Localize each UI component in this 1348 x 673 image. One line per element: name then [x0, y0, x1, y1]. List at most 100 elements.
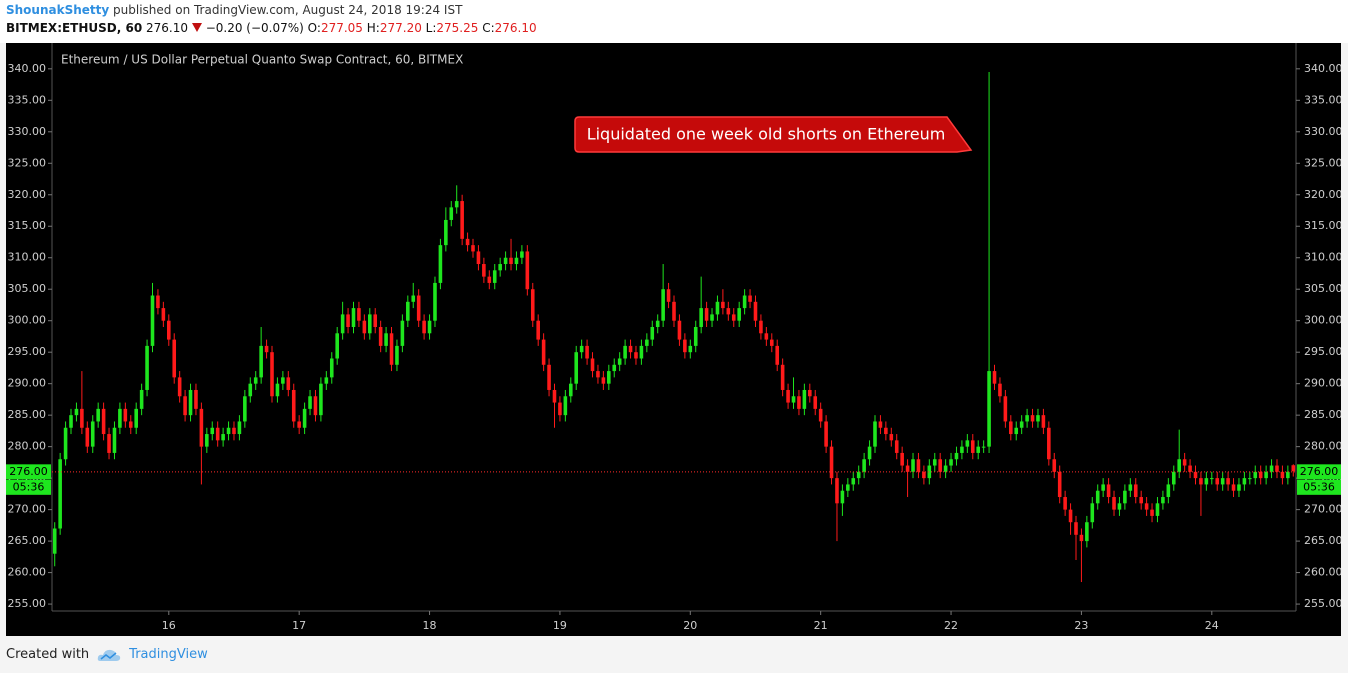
candle-body — [1226, 478, 1230, 485]
y-tick-label: 255.00 — [8, 597, 47, 610]
countdown: 05:36 — [1303, 480, 1335, 493]
candle-body — [444, 219, 448, 246]
symbol: BITMEX:ETHUSD, 60 — [6, 21, 143, 35]
candle-body — [715, 301, 720, 315]
y-tick-label: 295.00 — [8, 345, 47, 358]
candle-body — [319, 383, 323, 416]
candle-body — [351, 308, 356, 327]
y-tick-label: 290.00 — [8, 377, 47, 390]
y-tick-label: 285.00 — [8, 408, 47, 421]
candle-body — [949, 459, 953, 466]
candle-body — [547, 364, 551, 390]
ohlc-c: C:276.10 — [482, 21, 536, 35]
candle-body — [221, 434, 225, 441]
y-tick-label: 340.00 — [8, 62, 47, 75]
candle-body — [634, 352, 638, 359]
candle-body — [85, 427, 90, 447]
candle-body — [639, 345, 644, 359]
candle-body — [69, 415, 73, 428]
candle-body — [1036, 415, 1040, 422]
candle-body — [1177, 459, 1181, 472]
brand[interactable]: TradingView — [129, 647, 208, 662]
candle-body — [683, 339, 687, 353]
candle-body — [476, 251, 481, 265]
candle-body — [737, 308, 741, 321]
candle-body — [900, 452, 904, 466]
candle-body — [1269, 465, 1274, 472]
y-tick-label: 280.00 — [8, 440, 47, 453]
candle-body — [889, 434, 894, 441]
candle-body — [378, 327, 383, 346]
candle-body — [1171, 471, 1176, 485]
candle-body — [243, 396, 247, 422]
candle-body — [824, 421, 828, 447]
candle-body — [438, 245, 443, 283]
candle-body — [916, 459, 921, 472]
x-tick-label: 17 — [292, 619, 306, 632]
candle-body — [590, 358, 595, 372]
logo — [97, 649, 121, 661]
candle-body — [259, 345, 263, 378]
candle-body — [1144, 503, 1149, 510]
candle-body — [1286, 471, 1290, 479]
candle-body — [281, 377, 285, 384]
x-tick-label: 24 — [1205, 619, 1219, 632]
price-label-box — [6, 464, 51, 480]
candle-body — [525, 251, 530, 290]
chart-title: Ethereum / US Dollar Perpetual Quanto Sw… — [61, 53, 463, 67]
candle-body — [1242, 478, 1247, 485]
y-tick-label: 315.00 — [8, 219, 47, 232]
candle-body — [856, 471, 861, 479]
candle-body — [835, 478, 839, 504]
candle-body — [960, 446, 964, 453]
candle-body — [1215, 478, 1220, 485]
y-tick-label: 325.00 — [1304, 156, 1341, 169]
author[interactable]: ShounakShetty — [6, 3, 110, 17]
candle-body — [194, 389, 198, 409]
candle-body — [107, 434, 111, 453]
candle-body — [1220, 478, 1225, 485]
candle-body — [780, 364, 785, 390]
x-tick-label: 20 — [683, 619, 697, 632]
candle-body — [270, 352, 274, 397]
candle-body — [248, 383, 253, 397]
candle-body — [232, 427, 236, 435]
value: 276.10 — [494, 21, 537, 35]
candle-body — [536, 320, 540, 340]
candle-body — [884, 427, 888, 435]
candle-body — [998, 383, 1002, 397]
y-tick-label: 300.00 — [8, 314, 47, 327]
candle-body — [1264, 471, 1268, 479]
y-tick-label: 295.00 — [1304, 345, 1341, 358]
candle-body — [1123, 490, 1127, 504]
candle-body — [471, 245, 475, 252]
candle-body — [1063, 497, 1067, 510]
y-tick-label: 255.00 — [1304, 597, 1341, 610]
candle-body — [628, 345, 633, 353]
candle-body — [520, 251, 524, 258]
candle-body — [764, 333, 769, 340]
candle-body — [199, 408, 204, 447]
candle-body — [101, 408, 106, 435]
candle-body — [427, 320, 432, 334]
candle-body — [617, 358, 622, 365]
candle-body — [58, 459, 62, 529]
candle-body — [275, 383, 280, 397]
candle-body — [677, 320, 682, 340]
candle-body — [324, 377, 329, 384]
candle-body — [1052, 459, 1057, 472]
candle-body — [552, 389, 557, 403]
candle-body — [943, 465, 948, 472]
candle-body — [938, 459, 942, 472]
candle-body — [118, 408, 122, 428]
candle-body — [601, 377, 606, 384]
candle-body — [1139, 497, 1143, 504]
x-tick-label: 23 — [1074, 619, 1088, 632]
y-tick-label: 325.00 — [8, 156, 47, 169]
x-tick-label: 19 — [553, 619, 567, 632]
candle-body — [981, 446, 986, 448]
candle-body — [721, 301, 725, 309]
x-tick-label: 21 — [814, 619, 828, 632]
candle-body — [1085, 522, 1089, 542]
candle-body — [1074, 522, 1078, 535]
